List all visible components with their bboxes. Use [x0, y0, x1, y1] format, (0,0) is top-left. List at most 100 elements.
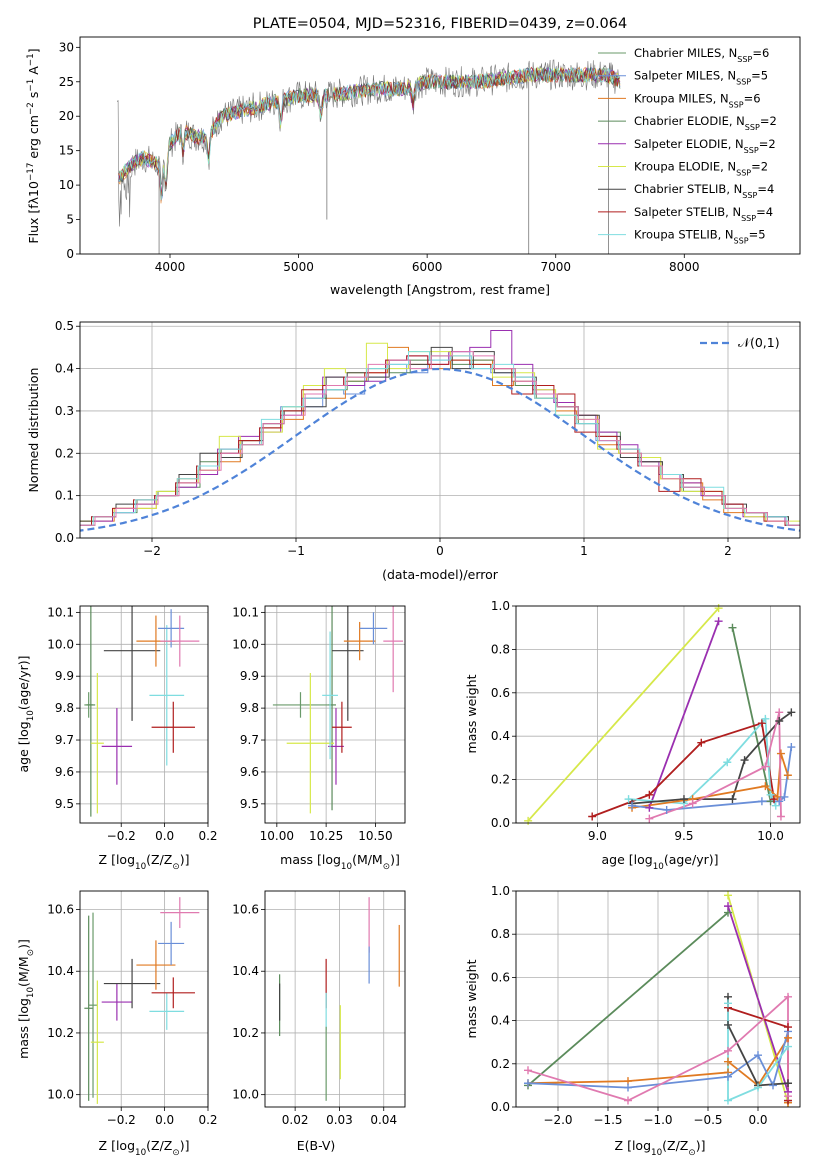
x-tick-label: 0.2: [198, 1113, 217, 1127]
x-tick-label: 0.0: [748, 1113, 767, 1127]
weight-marker: [588, 812, 597, 821]
x-tick-label: 10.50: [358, 829, 392, 843]
y-axis-label: mass weight: [464, 674, 479, 753]
axes-frame: [264, 890, 406, 1108]
axes-frame: [515, 890, 801, 1108]
weight-marker: [761, 762, 770, 771]
label-part: 10: [26, 710, 36, 721]
x-tick-label: 0.02: [282, 1113, 309, 1127]
weight-marker: [724, 902, 732, 911]
weight-marker: [757, 797, 766, 806]
weight-marker: [724, 1020, 732, 1029]
weight-marker: [714, 604, 723, 613]
x-axis-label: wavelength [Angstrom, rest frame]: [330, 282, 550, 297]
label-part: Z [log: [99, 852, 135, 867]
x-tick-label: 0.0: [155, 1113, 174, 1127]
weight-line: [527, 1031, 789, 1089]
weight-marker: [624, 1096, 632, 1105]
weight-line: [631, 753, 789, 809]
label-part: 𝒩(0,1): [738, 335, 780, 350]
errorbar-plot: [84, 606, 200, 817]
weight-marker: [784, 992, 792, 1001]
model-spectrum-line: [118, 67, 621, 201]
weight-marker: [761, 714, 770, 723]
legend-label: Salpeter STELIB, NSSP=4: [634, 205, 773, 223]
weight-marker: [724, 1057, 732, 1066]
weight-marker: [769, 1081, 777, 1090]
weight-marker: [728, 795, 737, 804]
axes-0: 4000 5000 6000 7000 8000 0 5 10 15 20 25 30: [59, 36, 801, 274]
label-part: Kroupa STELIB, N: [634, 228, 734, 242]
label-part: wavelength [Angstrom, rest frame]: [330, 282, 550, 297]
axes-frame: [79, 890, 209, 1108]
legend-label: Chabrier ELODIE, NSSP=2: [634, 114, 777, 132]
y-tick-label: 0: [66, 247, 74, 261]
weight-marker: [776, 749, 785, 758]
axes-4: 9.0 9.5 10.0 0.0 0.2 0.4 0.6 0.8 1.0 mass weight: [464, 599, 801, 843]
label-part: =2: [751, 160, 768, 174]
x-axis-label: mass [log10(M/M⊙)]: [280, 852, 400, 872]
label-part: 10: [135, 862, 146, 872]
errorbar-plot: [84, 897, 200, 1104]
y-tick-label: 0.0: [491, 1100, 510, 1114]
weight-line: [731, 627, 772, 802]
y-tick-label: 0.4: [55, 362, 74, 376]
label-part: ⊙: [172, 862, 179, 872]
label-part: (Z/Z: [662, 1138, 688, 1153]
y-axis-label: mass weight: [464, 959, 479, 1038]
x-tick-label: 5000: [283, 260, 314, 274]
y-axis-label: age [log10(age/yr)]: [16, 655, 36, 772]
histogram-step: [80, 346, 800, 526]
y-tick-label: 20: [59, 109, 74, 123]
y-tick-label: 0.6: [491, 686, 510, 700]
weight-marker: [771, 801, 780, 810]
label-part: SSP: [734, 236, 749, 245]
y-tick-label: 9.7: [55, 733, 74, 747]
label-part: =2: [759, 137, 776, 151]
y-tick-label: 10: [59, 178, 74, 192]
label-part: SSP: [736, 168, 751, 177]
label-part: Chabrier MILES, N: [634, 46, 737, 60]
weight-marker: [740, 756, 749, 765]
y-axis-label: mass [log10(M/M⊙)]: [16, 939, 36, 1059]
weight-marker: [724, 1046, 732, 1055]
label-part: Salpeter ELODIE, N: [634, 137, 744, 151]
legend-label: Salpeter ELODIE, NSSP=2: [634, 137, 776, 155]
label-part: =4: [756, 205, 773, 219]
weight-marker: [728, 623, 737, 632]
label-part: A: [26, 66, 41, 79]
weight-marker: [662, 805, 671, 814]
label-part: 10: [26, 987, 36, 998]
x-tick-label: −2.0: [543, 1113, 572, 1127]
x-axis-label: Z [log10(Z/Z⊙)]: [99, 1138, 190, 1158]
weight-marker: [724, 891, 732, 900]
histogram-plot: [80, 330, 800, 532]
label-part: =6: [744, 91, 761, 105]
weight-marker: [757, 719, 766, 728]
label-part: −1: [26, 79, 36, 92]
x-tick-label: 10.25: [309, 829, 343, 843]
y-tick-label: 9.6: [55, 765, 74, 779]
label-part: Chabrier ELODIE, N: [634, 114, 745, 128]
y-tick-label: 1.0: [491, 884, 510, 898]
label-part: mass [log: [280, 852, 341, 867]
weight-marker: [784, 1079, 792, 1088]
label-part: 10: [653, 862, 664, 872]
histogram-step: [80, 351, 800, 526]
y-tick-label: 0.0: [55, 531, 74, 545]
x-tick-label: −1.5: [593, 1113, 622, 1127]
weight-marker: [645, 803, 654, 812]
weight-marker: [775, 717, 784, 726]
label-part: ⊙: [172, 1148, 179, 1158]
y-tick-label: 25: [59, 75, 74, 89]
x-tick-label: 6000: [412, 260, 443, 274]
y-tick-label: 1.0: [491, 599, 510, 613]
weight-marker: [624, 795, 633, 804]
y-tick-label: 10.6: [47, 903, 74, 917]
weight-marker: [784, 1042, 792, 1051]
weight-marker: [784, 1023, 792, 1032]
histogram-step: [80, 342, 800, 522]
axes-5: −0.2 0.0 0.2 10.0 10.2 10.4 10.6: [47, 890, 218, 1127]
label-part: Z [log: [99, 1138, 135, 1153]
